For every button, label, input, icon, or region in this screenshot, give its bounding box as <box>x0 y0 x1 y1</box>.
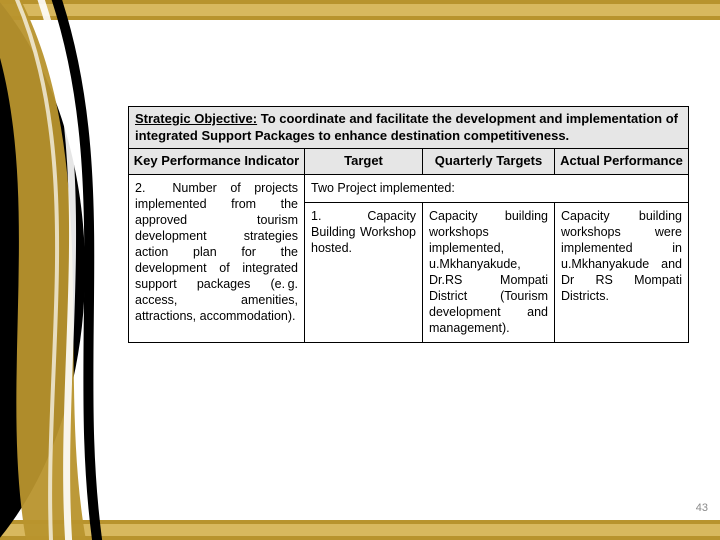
target-cell: 1. Capacity Building Workshop hosted. <box>305 202 423 342</box>
header-target: Target <box>305 149 423 175</box>
objective-cell: Strategic Objective: To coordinate and f… <box>129 107 689 149</box>
objective-row: Strategic Objective: To coordinate and f… <box>129 107 689 149</box>
strategy-table: Strategic Objective: To coordinate and f… <box>128 106 689 343</box>
left-swoosh <box>0 0 140 540</box>
objective-label: Strategic Objective: <box>135 111 257 126</box>
actual-cell: Capacity building workshops were impleme… <box>555 202 689 342</box>
target-span-row: 2. Number of projects implemented from t… <box>129 174 689 202</box>
target-span-cell: Two Project implemented: <box>305 174 689 202</box>
header-row: Key Performance Indicator Target Quarter… <box>129 149 689 175</box>
quarterly-cell: Capacity building workshops implemented,… <box>423 202 555 342</box>
bottom-bar <box>0 520 720 540</box>
header-actual: Actual Performance <box>555 149 689 175</box>
slide: Strategic Objective: To coordinate and f… <box>0 0 720 540</box>
header-kpi: Key Performance Indicator <box>129 149 305 175</box>
page-number: 43 <box>696 502 708 514</box>
content-area: Strategic Objective: To coordinate and f… <box>128 106 688 343</box>
header-quarterly: Quarterly Targets <box>423 149 555 175</box>
top-bar <box>0 0 720 20</box>
kpi-cell: 2. Number of projects implemented from t… <box>129 174 305 342</box>
